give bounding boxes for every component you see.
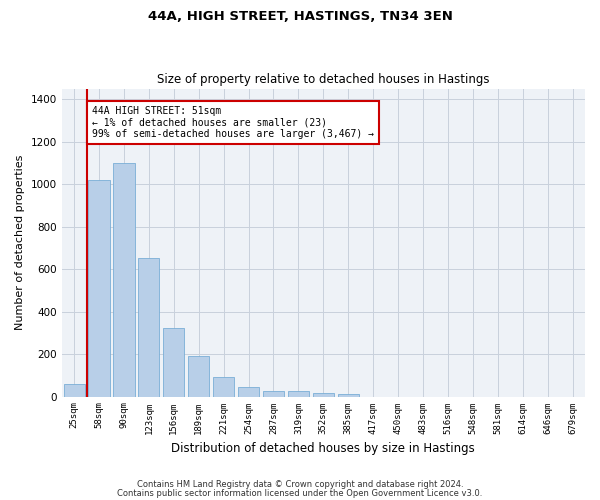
Bar — [263, 391, 284, 396]
Text: Contains HM Land Registry data © Crown copyright and database right 2024.: Contains HM Land Registry data © Crown c… — [137, 480, 463, 489]
Text: 44A, HIGH STREET, HASTINGS, TN34 3EN: 44A, HIGH STREET, HASTINGS, TN34 3EN — [148, 10, 452, 23]
X-axis label: Distribution of detached houses by size in Hastings: Distribution of detached houses by size … — [172, 442, 475, 455]
Bar — [138, 258, 160, 396]
Bar — [238, 387, 259, 396]
Bar — [288, 392, 309, 396]
Bar — [113, 163, 134, 396]
Bar — [163, 328, 184, 396]
Text: Contains public sector information licensed under the Open Government Licence v3: Contains public sector information licen… — [118, 489, 482, 498]
Bar — [338, 394, 359, 396]
Text: 44A HIGH STREET: 51sqm
← 1% of detached houses are smaller (23)
99% of semi-deta: 44A HIGH STREET: 51sqm ← 1% of detached … — [92, 106, 374, 138]
Bar — [188, 356, 209, 397]
Bar — [313, 392, 334, 396]
Y-axis label: Number of detached properties: Number of detached properties — [15, 155, 25, 330]
Title: Size of property relative to detached houses in Hastings: Size of property relative to detached ho… — [157, 73, 490, 86]
Bar — [88, 180, 110, 396]
Bar — [213, 378, 234, 396]
Bar — [64, 384, 85, 396]
